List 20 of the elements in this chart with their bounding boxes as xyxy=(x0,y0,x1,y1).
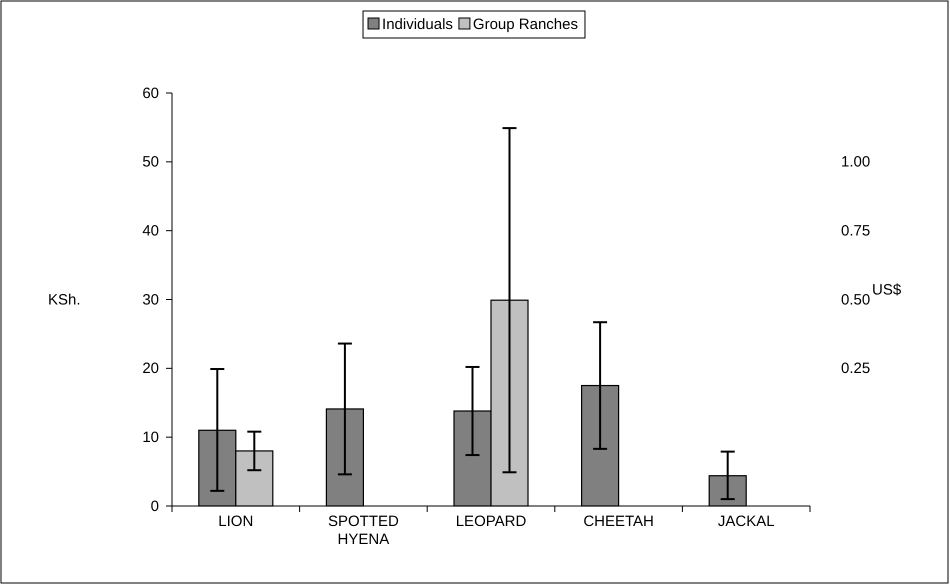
x-tick-label: LEOPARD xyxy=(456,513,526,530)
y2-tick-label: 0.50 xyxy=(841,291,870,308)
y2-axis-title: US$ xyxy=(872,282,902,298)
y2-tick-label: 1.00 xyxy=(841,154,870,171)
x-tick-label: JACKAL xyxy=(718,513,775,530)
legend-label: Individuals xyxy=(382,16,453,33)
y-tick-label: 30 xyxy=(142,291,159,308)
y-tick-label: 0 xyxy=(150,498,159,515)
x-tick-label: SPOTTED HYENA xyxy=(328,513,399,548)
x-tick-label: LION xyxy=(218,513,254,530)
legend-label: Group Ranches xyxy=(472,16,578,33)
y-axis-title: KSh. xyxy=(48,292,81,308)
y2-tick-label: 0.75 xyxy=(841,222,870,240)
y-tick-label: 40 xyxy=(142,222,159,240)
y2-tick-label: 0.25 xyxy=(841,360,870,378)
y-tick-label: 20 xyxy=(142,360,159,378)
y-tick-label: 50 xyxy=(142,154,159,171)
x-tick-label: CHEETAH xyxy=(583,513,654,530)
y-tick-label: 10 xyxy=(142,428,159,446)
y-tick-label: 60 xyxy=(142,84,159,102)
